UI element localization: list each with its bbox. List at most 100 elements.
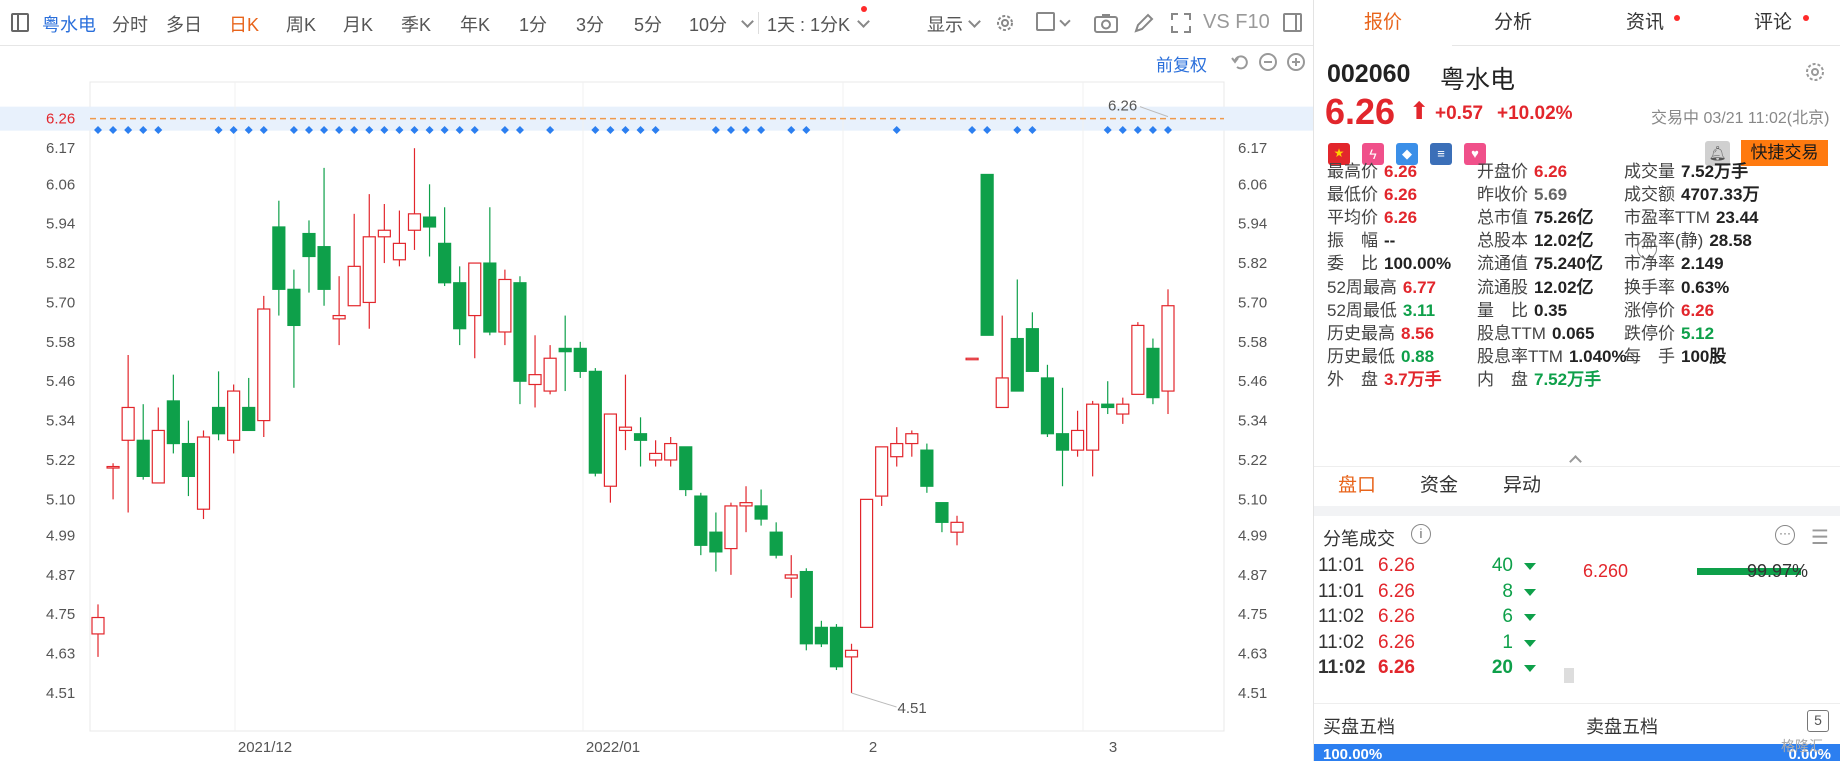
tab-order-book[interactable]: 盘口 (1338, 475, 1377, 496)
quote-tabs: 报价 分析 资讯 评论 (1314, 0, 1840, 46)
stat-label: 历史最低 (1327, 346, 1395, 366)
chart-toolbar: 粤水电 分时 多日 日K 周K 月K 季K 年K 1分 3分 5分 10分 1天… (0, 0, 1313, 46)
candle-body (377, 229, 391, 238)
y-axis-label-left: 4.87 (46, 567, 75, 584)
display-menu[interactable]: 显示 (927, 15, 963, 35)
zoom-out-icon[interactable] (1258, 52, 1278, 72)
candle-body (890, 442, 904, 458)
stat-item: 内 盘 7.52万手 (1477, 365, 1601, 390)
tab-quote[interactable]: 报价 (1363, 12, 1402, 33)
chevron-down-icon[interactable] (968, 15, 981, 28)
price-adjust-selector[interactable]: 前复权 (1156, 56, 1207, 75)
stat-value: 100股 (1681, 346, 1727, 366)
stat-label: 外 盘 (1327, 369, 1378, 389)
tab-capital-flow[interactable]: 资金 (1420, 475, 1459, 496)
undo-icon[interactable] (1230, 52, 1250, 72)
event-marker (636, 126, 645, 134)
period-monthly-k[interactable]: 月K (343, 15, 374, 35)
candle-body (528, 374, 542, 386)
period-1min[interactable]: 1分 (519, 15, 548, 35)
tab-analysis[interactable]: 分析 (1493, 12, 1532, 33)
vs-f10-tools[interactable]: VS F10 (1203, 11, 1270, 33)
settings-gear-icon[interactable] (994, 12, 1016, 34)
info-icon[interactable]: i (1411, 524, 1431, 544)
stock-name-tab[interactable]: 粤水电 (42, 15, 96, 35)
candle-body (1070, 429, 1085, 451)
candle-body (317, 246, 331, 290)
tab-comments[interactable]: 评论 (1753, 12, 1792, 33)
tab-news[interactable]: 资讯 (1625, 12, 1664, 33)
y-axis-label-left: 4.99 (46, 527, 75, 544)
bell-icon[interactable]: 🔔︎ (1705, 141, 1730, 166)
tick-volume: 1 (1502, 631, 1513, 653)
candle-body (257, 308, 271, 422)
period-yearly-k[interactable]: 年K (460, 15, 491, 35)
period-multiday[interactable]: 多日 (166, 15, 202, 35)
stat-item: 历史最低 0.88 (1327, 342, 1434, 367)
sidebar-toggle-icon[interactable] (11, 13, 29, 32)
stat-label: 最高价 (1327, 162, 1378, 181)
tick-row: 11:02 6.26 6 (1318, 606, 1558, 636)
candle-body (709, 531, 723, 553)
event-marker (651, 126, 660, 134)
candlestick-chart[interactable]: 2021/12 2022/01 2 3 6.26 6.26 6.17 6.17 6.06 6.06… (0, 46, 1313, 761)
candle-body (920, 449, 934, 487)
panel-toggle-icon[interactable] (1283, 13, 1302, 32)
stat-item: 市盈率TTM 23.44 (1624, 203, 1758, 228)
period-quarterly-k[interactable]: 季K (401, 15, 432, 35)
down-triangle-icon (1524, 665, 1536, 672)
fast-trade-button[interactable]: 快捷交易 (1741, 140, 1828, 166)
expand-five-icon[interactable]: 5 (1807, 710, 1829, 732)
stat-value: 6.77 (1402, 277, 1437, 297)
period-weekly-k[interactable]: 周K (286, 15, 317, 35)
pencil-icon[interactable] (1133, 12, 1155, 34)
list-view-icon[interactable]: ☰ (1811, 527, 1829, 549)
zoom-in-icon[interactable] (1286, 52, 1306, 72)
candle-body (603, 413, 617, 487)
interval-select[interactable]: 1天 : 1分K (767, 15, 851, 35)
stat-label: 涨停价 (1624, 300, 1675, 320)
candle-body (935, 502, 949, 523)
fullscreen-icon[interactable] (1170, 12, 1192, 34)
stat-item: 昨收价 5.69 (1477, 180, 1567, 205)
period-3min[interactable]: 3分 (576, 15, 605, 35)
y-axis-label-left: 5.34 (46, 413, 75, 430)
chevron-down-icon[interactable] (857, 15, 870, 28)
heart-icon[interactable]: ♥ (1464, 143, 1486, 165)
tick-scroll-thumb[interactable] (1564, 668, 1574, 683)
more-options-icon[interactable]: ··· (1637, 239, 1657, 259)
candle-body (694, 495, 708, 546)
chevron-down-icon[interactable] (1059, 15, 1071, 27)
tag-icon[interactable]: ◆ (1396, 143, 1418, 165)
stat-value: 0.065 (1551, 323, 1595, 343)
candle-body (196, 436, 211, 510)
tab-abnormal-moves[interactable]: 异动 (1503, 475, 1542, 496)
stat-value: 23.44 (1715, 208, 1759, 228)
settings-gear-icon[interactable] (1803, 60, 1827, 84)
period-intraday[interactable]: 分时 (112, 15, 148, 35)
period-daily-k[interactable]: 日K (229, 15, 260, 35)
checkbox-icon[interactable] (1036, 12, 1055, 31)
more-options-icon[interactable]: ··· (1775, 525, 1795, 545)
candle-body (875, 446, 889, 497)
period-10min[interactable]: 10分 (689, 15, 728, 35)
candle-body (543, 357, 557, 392)
event-marker (94, 126, 102, 134)
document-icon[interactable]: ≡ (1430, 143, 1452, 165)
dist-price: 6.260 (1583, 561, 1629, 581)
stat-value: 6.26 (1384, 185, 1418, 205)
candle-body (558, 347, 572, 353)
chevron-down-icon[interactable] (741, 15, 754, 28)
event-marker (229, 126, 238, 134)
camera-icon[interactable] (1094, 13, 1118, 33)
kline-chart-area[interactable]: 前复权 2021/12 2022/01 2 3 6.26 6.26 6.17 6.17 6.06… (0, 46, 1313, 761)
period-5min[interactable]: 5分 (634, 15, 663, 35)
event-marker (1164, 126, 1172, 134)
candle-body (1010, 337, 1024, 392)
candle-body (618, 426, 633, 432)
stat-label: 每 手 (1624, 346, 1675, 366)
event-marker (1013, 126, 1022, 134)
china-flag-icon[interactable]: ★ (1328, 143, 1350, 165)
lightning-icon[interactable]: ϟ (1362, 143, 1384, 165)
current-price-tag-bg (1226, 107, 1310, 130)
